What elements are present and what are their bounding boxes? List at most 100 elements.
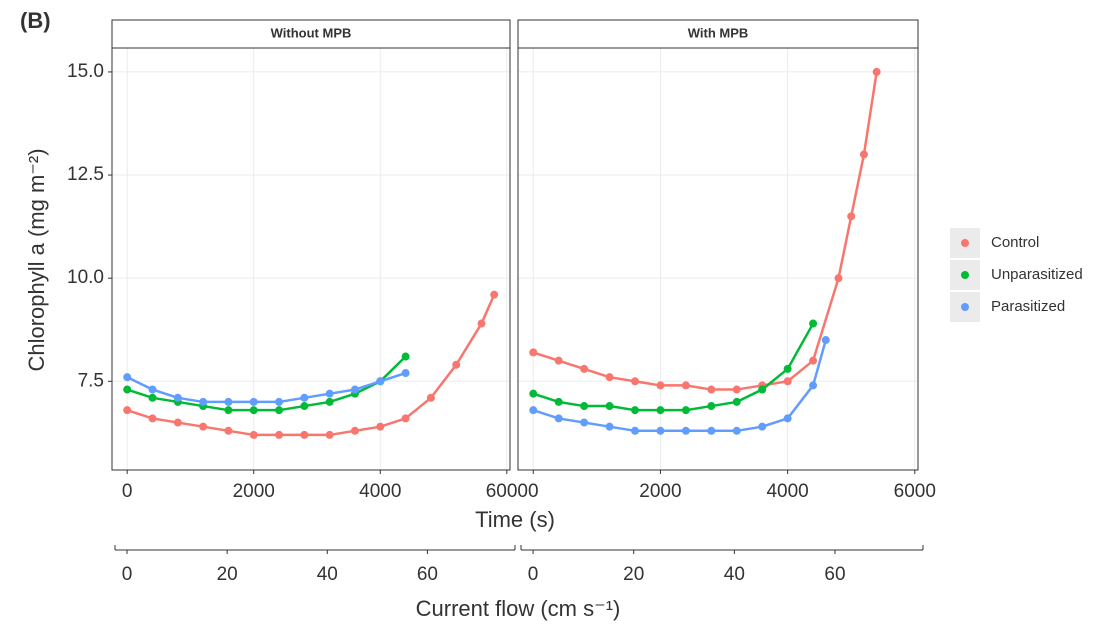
data-point <box>631 406 640 415</box>
data-point <box>249 430 258 439</box>
y-tick-label: 12.5 <box>67 164 104 185</box>
series-line <box>126 371 406 404</box>
data-point <box>605 402 614 411</box>
data-point <box>631 377 640 386</box>
data-point <box>783 414 792 423</box>
data-point <box>529 406 538 415</box>
data-point <box>275 430 284 439</box>
data-point <box>656 381 665 390</box>
data-point <box>656 406 665 415</box>
data-point <box>809 381 818 390</box>
data-point <box>732 397 741 406</box>
data-point <box>401 352 410 361</box>
series-line <box>126 294 496 437</box>
data-point <box>123 373 132 382</box>
series-line <box>532 71 878 391</box>
data-point <box>758 422 767 431</box>
data-point <box>224 406 233 415</box>
data-point <box>490 290 499 299</box>
data-point <box>580 364 589 373</box>
data-point <box>656 426 665 435</box>
x-tick-label: 2000 <box>233 481 275 502</box>
data-point <box>783 377 792 386</box>
data-point <box>529 389 538 398</box>
data-point <box>872 67 881 76</box>
x2-tick-label: 40 <box>317 564 338 585</box>
data-point <box>707 402 716 411</box>
data-point <box>554 414 563 423</box>
legend-label: Control <box>991 234 1039 251</box>
x-tick-label: 0 <box>122 481 133 502</box>
data-point <box>300 430 309 439</box>
data-point <box>452 360 461 369</box>
data-point <box>300 393 309 402</box>
strip-title: Without MPB <box>271 25 352 40</box>
data-point <box>224 397 233 406</box>
x-tick-label: 4000 <box>766 481 808 502</box>
data-point <box>325 397 334 406</box>
data-point <box>859 150 868 159</box>
x2-axis-label: Current flow (cm s⁻¹) <box>416 596 621 621</box>
data-point <box>580 418 589 427</box>
data-point <box>809 356 818 365</box>
legend-label: Parasitized <box>991 298 1065 315</box>
data-point <box>732 426 741 435</box>
y-tick-label: 15.0 <box>67 61 104 82</box>
data-point <box>199 397 208 406</box>
data-point <box>758 385 767 394</box>
data-point <box>300 402 309 411</box>
data-point <box>821 336 830 345</box>
data-point <box>173 418 182 427</box>
x-tick-label: 0 <box>528 481 539 502</box>
data-point <box>529 348 538 357</box>
x-tick-label: 6000 <box>894 481 936 502</box>
data-point <box>732 385 741 394</box>
legend-marker <box>961 303 969 311</box>
data-point <box>554 397 563 406</box>
data-point <box>249 397 258 406</box>
data-point <box>224 426 233 435</box>
data-point <box>401 369 410 378</box>
x2-tick-label: 0 <box>528 564 539 585</box>
data-point <box>426 393 435 402</box>
legend-label: Unparasitized <box>991 266 1083 283</box>
strip <box>517 19 919 49</box>
data-point <box>173 393 182 402</box>
plot-background <box>112 48 510 470</box>
series-line <box>532 322 815 412</box>
data-point <box>783 364 792 373</box>
x2-tick-label: 40 <box>724 564 745 585</box>
legend-marker <box>961 271 969 279</box>
x-tick-label: 4000 <box>359 481 401 502</box>
x-tick-label: 6000 <box>486 481 528 502</box>
data-point <box>707 426 716 435</box>
x2-tick-label: 60 <box>417 564 438 585</box>
data-point <box>554 356 563 365</box>
data-point <box>834 274 843 283</box>
x-tick-label: 2000 <box>639 481 681 502</box>
data-point <box>605 373 614 382</box>
data-point <box>376 422 385 431</box>
series-line <box>126 355 407 412</box>
x-axis-label: Time (s) <box>475 507 555 532</box>
data-point <box>681 381 690 390</box>
data-point <box>847 212 856 221</box>
data-point <box>325 389 334 398</box>
x2-tick-label: 20 <box>623 564 644 585</box>
data-point <box>580 402 589 411</box>
data-point <box>350 426 359 435</box>
data-point <box>325 430 334 439</box>
data-point <box>148 385 157 394</box>
data-point <box>123 385 132 394</box>
data-point <box>275 406 284 415</box>
data-point <box>681 426 690 435</box>
y-tick-label: 7.5 <box>78 370 104 391</box>
data-point <box>123 406 132 415</box>
plot-background <box>518 48 918 470</box>
data-point <box>275 397 284 406</box>
data-point <box>148 393 157 402</box>
y-axis-label: Chlorophyll a (mg m⁻²) <box>24 148 49 371</box>
data-point <box>401 414 410 423</box>
data-point <box>148 414 157 423</box>
data-point <box>376 377 385 386</box>
